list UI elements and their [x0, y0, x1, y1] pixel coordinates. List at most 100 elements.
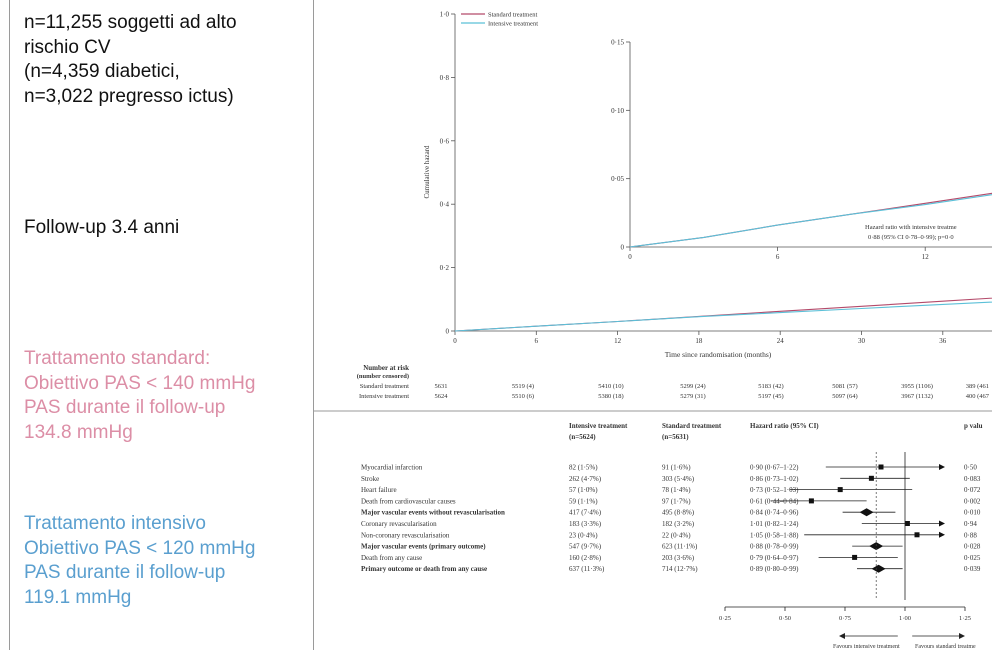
forest-point [808, 498, 814, 504]
forest-ci-arrow [939, 520, 945, 527]
risk-cell: 5279 (31) [680, 393, 705, 400]
forest-row-hr: 0·73 (0·52–1·03) [750, 486, 799, 494]
forest-point [914, 532, 920, 538]
header-standard: Standard treatment [662, 422, 722, 430]
forest-point [878, 464, 884, 470]
forest-row-hr: 0·61 (0·44–0·84) [750, 497, 799, 505]
standard-treatment-text: Trattamento standard: Obiettivo PAS < 14… [24, 348, 256, 443]
forest-diamond [869, 542, 884, 551]
forest-row-p: 0·94 [964, 520, 977, 528]
forest-row-label: Death from cardiovascular causes [361, 497, 456, 505]
km-y-axis-label: Cumulative hazard [423, 145, 431, 199]
forest-row-label: Major vascular events without revascular… [361, 509, 505, 517]
forest-row-hr: 0·89 (0·80–0·99) [750, 565, 799, 573]
inset-x-tick-label: 6 [776, 253, 780, 261]
header-p-value: p valu [964, 422, 983, 430]
forest-x-tick-label: 0·25 [719, 615, 731, 622]
forest-row-standard: 714 (12·7%) [662, 565, 698, 573]
number-at-risk-table: Number at risk (number censored) Standar… [357, 364, 990, 400]
risk-subtitle: (number censored) [357, 373, 409, 380]
forest-point [868, 475, 874, 481]
forest-row-intensive: 57 (1·0%) [569, 486, 598, 494]
favours-standard-arrowhead [959, 633, 965, 639]
summary-panel: n=11,255 soggetti ad alto rischio CV (n=… [9, 0, 314, 650]
km-y-tick-label: 0 [446, 328, 450, 336]
km-x-tick-label: 36 [939, 337, 947, 345]
forest-point [904, 521, 910, 526]
forest-row-hr: 0·90 (0·67–1·22) [750, 464, 799, 472]
forest-row-intensive: 417 (7·4%) [569, 509, 602, 517]
risk-title: Number at risk [363, 364, 409, 372]
risk-cell: 3967 (1132) [901, 393, 933, 400]
km-x-tick-label: 0 [453, 337, 457, 345]
risk-cell: 5519 (4) [512, 383, 534, 390]
km-y-tick-label: 0·6 [440, 137, 450, 145]
forest-point [852, 554, 858, 560]
forest-x-tick-label: 0·50 [779, 615, 791, 622]
risk-cell: 5510 (6) [512, 393, 534, 400]
cumulative-hazard-chart: 00·20·40·60·81·0 06121824303642 Cumulati… [357, 11, 992, 400]
study-population-text: n=11,255 soggetti ad alto rischio CV (n=… [24, 12, 237, 107]
forest-row-label: Coronary revascularisation [361, 520, 437, 528]
forest-row-label: Death from any cause [361, 554, 422, 562]
forest-row-p: 0·88 [964, 531, 977, 539]
forest-x-tick-label: 0·75 [839, 615, 851, 622]
forest-row-p: 0·083 [964, 475, 981, 483]
km-y-tick-label: 0·2 [440, 264, 450, 272]
forest-row-standard: 22 (0·4%) [662, 531, 691, 539]
forest-point [837, 487, 843, 493]
risk-cell: 400 (467 [966, 393, 990, 400]
forest-diamond [871, 564, 886, 573]
header-intensive-n: (n=5624) [569, 433, 596, 441]
figure-panel: 00·20·40·60·81·0 06121824303642 Cumulati… [313, 0, 992, 650]
forest-row-p: 0·002 [964, 497, 981, 505]
forest-row-p: 0·039 [964, 565, 981, 573]
intensive-treatment-text: Trattamento intensivo Obiettivo PAS < 12… [24, 513, 256, 608]
forest-row-standard: 623 (11·1%) [662, 543, 698, 551]
forest-row-standard: 495 (8·8%) [662, 509, 695, 517]
risk-cell: 5380 (18) [598, 393, 623, 400]
forest-row-hr: 0·86 (0·73–1·02) [750, 475, 799, 483]
forest-row-intensive: 547 (9·7%) [569, 543, 602, 551]
forest-row-intensive: 183 (3·3%) [569, 520, 602, 528]
forest-x-tick-label: 1·00 [899, 615, 911, 622]
risk-cell: 5299 (24) [680, 383, 705, 390]
inset-y-tick-label: 0·15 [611, 38, 624, 46]
inset-annotation-line2: 0·88 (95% CI 0·78–0·99); p=0·0 [868, 234, 954, 241]
forest-row-p: 0·010 [964, 509, 981, 517]
forest-row-intensive: 637 (11·3%) [569, 565, 605, 573]
forest-row-intensive: 59 (1·1%) [569, 497, 598, 505]
risk-cell: 3955 (1106) [901, 383, 933, 390]
km-x-tick-label: 24 [777, 337, 785, 345]
figure-svg: 00·20·40·60·81·0 06121824303642 Cumulati… [313, 11, 992, 650]
km-series-intensive [454, 301, 992, 332]
risk-row-standard-label: Standard treatment [360, 383, 409, 390]
km-series-standard [454, 297, 992, 332]
forest-diamond [859, 508, 874, 517]
forest-row-intensive: 23 (0·4%) [569, 531, 598, 539]
forest-row-standard: 303 (5·4%) [662, 475, 695, 483]
forest-row-label: Heart failure [361, 486, 397, 494]
forest-row-intensive: 82 (1·5%) [569, 464, 598, 472]
risk-cell: 5183 (42) [758, 383, 783, 390]
forest-x-tick-label: 1·25 [959, 615, 971, 622]
risk-cell: 5631 [435, 383, 448, 390]
inset-y-tick-label: 0·05 [611, 175, 624, 183]
inset-x-tick-label: 0 [628, 253, 632, 261]
inset-annotation-line1: Hazard ratio with intensive treatme [865, 224, 957, 231]
forest-row-label: Myocardial infarction [361, 464, 423, 472]
forest-ci-arrow [939, 464, 945, 470]
risk-cell: 5197 (45) [758, 393, 783, 400]
forest-row-p: 0·072 [964, 486, 981, 494]
forest-row-hr: 0·84 (0·74–0·96) [750, 509, 799, 517]
km-legend: Standard treatment Intensive treatment [461, 12, 538, 28]
forest-ci-arrow [939, 531, 945, 538]
header-intensive: Intensive treatment [569, 422, 628, 430]
forest-row-label: Stroke [361, 475, 379, 483]
forest-row-label: Major vascular events (primary outcome) [361, 543, 486, 551]
km-y-tick-label: 1·0 [440, 11, 450, 19]
forest-row-standard: 182 (3·2%) [662, 520, 695, 528]
forest-row-p: 0·50 [964, 464, 977, 472]
forest-row-standard: 97 (1·7%) [662, 497, 691, 505]
legend-standard-label: Standard treatment [488, 12, 537, 19]
